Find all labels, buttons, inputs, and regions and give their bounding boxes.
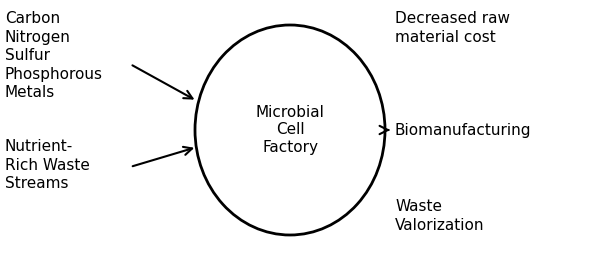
Text: Nutrient-
Rich Waste
Streams: Nutrient- Rich Waste Streams (5, 139, 90, 191)
Text: Decreased raw
material cost: Decreased raw material cost (395, 11, 510, 45)
Text: Microbial
Cell
Factory: Microbial Cell Factory (256, 105, 325, 155)
Text: Carbon
Nitrogen
Sulfur
Phosphorous
Metals: Carbon Nitrogen Sulfur Phosphorous Metal… (5, 11, 103, 100)
Text: Biomanufacturing: Biomanufacturing (395, 123, 532, 138)
Text: Waste
Valorization: Waste Valorization (395, 199, 485, 233)
